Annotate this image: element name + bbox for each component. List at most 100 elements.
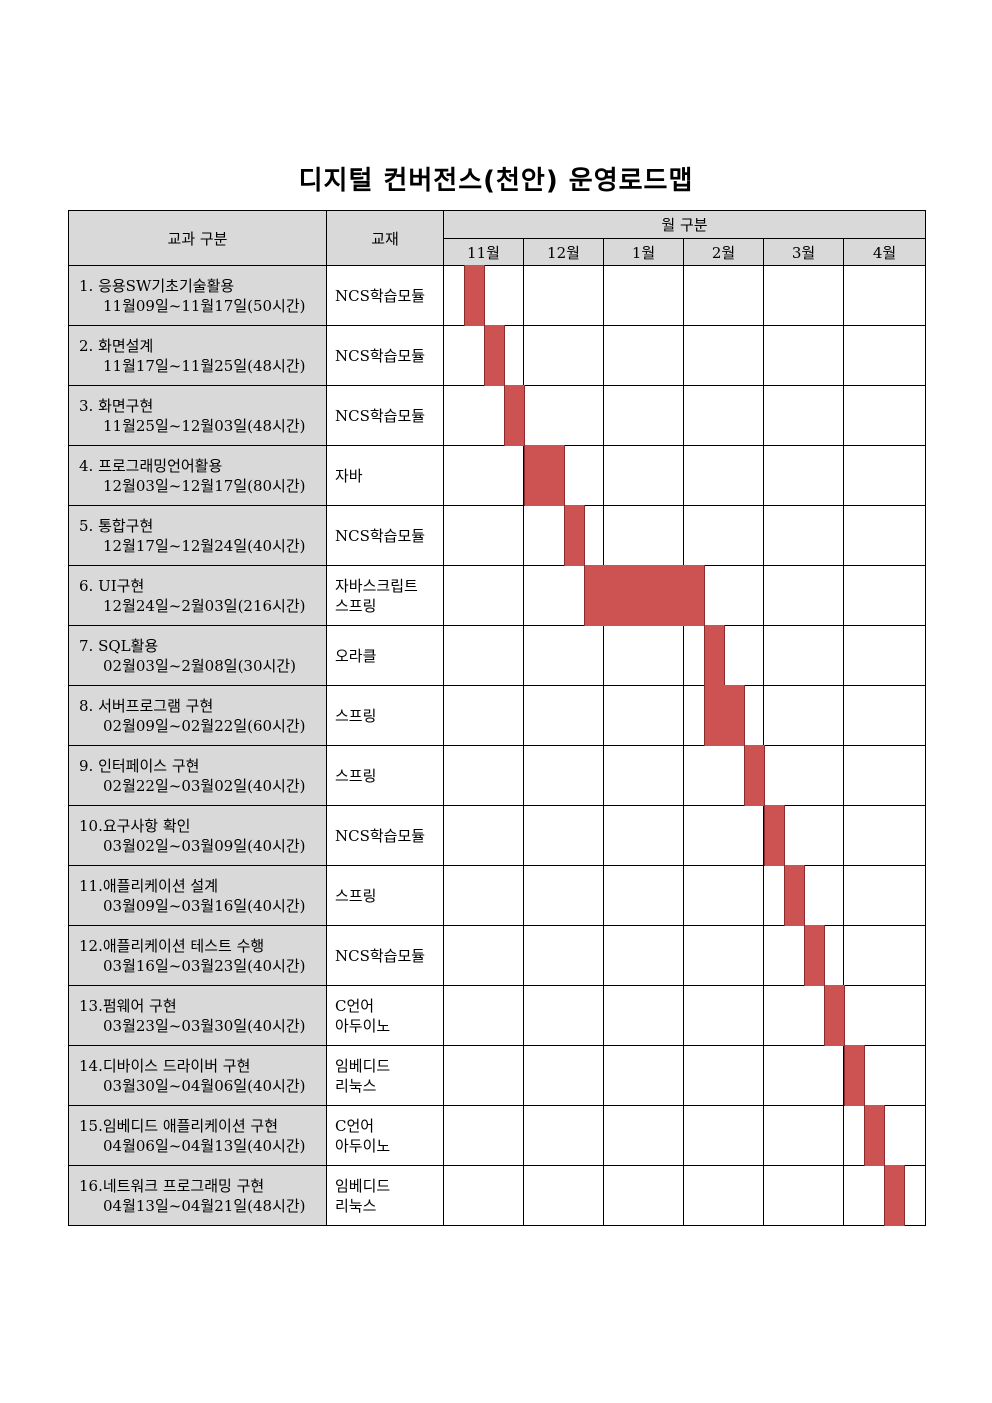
schedule-bar xyxy=(464,265,485,326)
subject-cell: 2. 화면설계 11월17일~11월25일(48시간) xyxy=(68,325,327,386)
book-name: 아두이노 xyxy=(335,1016,391,1035)
book-name: 임베디드 xyxy=(335,1176,391,1195)
book-cell: 자바 xyxy=(326,445,444,506)
subject-period: 04월06일~04월13일(40시간) xyxy=(103,1136,306,1155)
schedule-bar xyxy=(504,385,525,446)
month-cell xyxy=(523,625,604,686)
subject-period: 02월03일~2월08일(30시간) xyxy=(103,656,296,675)
month-cell xyxy=(683,385,764,446)
month-cell xyxy=(683,625,764,686)
book-name: 스프링 xyxy=(335,596,377,615)
month-cell xyxy=(523,1165,604,1226)
subject-period: 11월17일~11월25일(48시간) xyxy=(103,356,306,375)
month-cell xyxy=(842,985,927,1046)
month-cell xyxy=(683,445,764,506)
month-cell xyxy=(523,265,604,326)
book-cell: 자바스크립트 스프링 xyxy=(326,565,444,626)
subject-cell: 5. 통합구현 12월17일~12월24일(40시간) xyxy=(68,505,327,566)
month-cell xyxy=(683,865,764,926)
book-cell: NCS학습모듈 xyxy=(326,325,444,386)
month-cell xyxy=(842,505,927,566)
month-cell xyxy=(763,925,844,986)
month-cell xyxy=(523,445,604,506)
book-name: 자바 xyxy=(335,466,363,485)
month-cell xyxy=(842,625,927,686)
month-cell xyxy=(443,265,524,326)
month-cell xyxy=(443,445,565,506)
month-cell xyxy=(842,745,927,806)
subject-title: 14.디바이스 드라이버 구현 xyxy=(79,1056,251,1075)
table-row: 4. 프로그래밍언어활용 12월03일~12월17일(80시간) 자바 xyxy=(68,445,927,506)
month-cell xyxy=(842,1105,927,1166)
month-cell xyxy=(683,325,764,386)
subject-cell: 11.애플리케이션 설계 03월09일~03월16일(40시간) xyxy=(68,865,327,926)
table-row: 9. 인터페이스 구현 02월22일~03월02일(40시간) 스프링 xyxy=(68,745,927,806)
month-cell xyxy=(842,925,927,986)
subject-period: 12월17일~12월24일(40시간) xyxy=(103,536,306,555)
table-row: 11.애플리케이션 설계 03월09일~03월16일(40시간) 스프링 xyxy=(68,865,927,926)
subject-cell: 12.애플리케이션 테스트 수행 03월16일~03월23일(40시간) xyxy=(68,925,327,986)
month-header: 4월 xyxy=(842,238,927,266)
month-cell xyxy=(842,685,927,746)
subject-period: 02월09일~02월22일(60시간) xyxy=(103,716,306,735)
month-cell xyxy=(603,505,684,566)
month-cell xyxy=(683,265,764,326)
book-cell: 임베디드 리눅스 xyxy=(326,1045,444,1106)
table-row: 16.네트워크 프로그래밍 구현 04월13일~04월21일(48시간) 임베디드 리… xyxy=(68,1165,927,1226)
month-cell xyxy=(603,745,684,806)
book-cell: NCS학습모듈 xyxy=(326,385,444,446)
month-cell xyxy=(443,505,585,566)
book-name: 아두이노 xyxy=(335,1136,391,1155)
table-row: 7. SQL활용 02월03일~2월08일(30시간) 오라클 xyxy=(68,625,927,686)
month-cell xyxy=(603,985,684,1046)
month-cell xyxy=(842,325,927,386)
month-header: 3월 xyxy=(763,238,844,266)
subject-period: 11월25일~12월03일(48시간) xyxy=(103,416,306,435)
month-cell xyxy=(443,565,705,626)
month-cell xyxy=(763,805,844,866)
month-cell xyxy=(523,685,604,746)
book-cell: 스프링 xyxy=(326,865,444,926)
subject-period: 11월09일~11월17일(50시간) xyxy=(103,296,306,315)
month-cell xyxy=(603,1045,684,1106)
subject-cell: 3. 화면구현 11월25일~12월03일(48시간) xyxy=(68,385,327,446)
subject-title: 1. 응용SW기초기술활용 xyxy=(79,276,235,295)
subject-cell: 14.디바이스 드라이버 구현 03월30일~04월06일(40시간) xyxy=(68,1045,327,1106)
subject-cell: 1. 응용SW기초기술활용 11월09일~11월17일(50시간) xyxy=(68,265,327,326)
month-cell xyxy=(443,745,765,806)
month-cell xyxy=(603,685,684,746)
month-cell xyxy=(763,685,844,746)
subject-period: 03월02일~03월09일(40시간) xyxy=(103,836,306,855)
month-cell xyxy=(683,985,764,1046)
month-cell xyxy=(763,265,844,326)
subject-header: 교과 구분 xyxy=(68,210,327,266)
month-cell xyxy=(603,925,684,986)
month-cell xyxy=(523,985,604,1046)
book-cell: 오라클 xyxy=(326,625,444,686)
month-cell xyxy=(523,1045,604,1106)
subject-cell: 15.임베디드 애플리케이션 구현 04월06일~04월13일(40시간) xyxy=(68,1105,327,1166)
month-cell xyxy=(842,565,927,626)
table-row: 15.임베디드 애플리케이션 구현 04월06일~04월13일(40시간) C언어 아… xyxy=(68,1105,927,1166)
month-cell xyxy=(523,1105,604,1166)
month-cell xyxy=(683,805,764,866)
month-cell xyxy=(603,865,684,926)
subject-title: 3. 화면구현 xyxy=(79,396,154,415)
month-cell xyxy=(523,745,604,806)
month-cell xyxy=(443,985,845,1046)
schedule-bar xyxy=(484,325,505,386)
month-cell xyxy=(603,1165,684,1226)
month-cell xyxy=(603,385,684,446)
subject-title: 7. SQL활용 xyxy=(79,636,159,655)
table-row: 6. UI구현 12월24일~2월03일(216시간) 자바스크립트 스프링 xyxy=(68,565,927,626)
book-cell: C언어 아두이노 xyxy=(326,1105,444,1166)
subject-title: 13.펌웨어 구현 xyxy=(79,996,177,1015)
book-name: 스프링 xyxy=(335,706,377,725)
table-row: 12.애플리케이션 테스트 수행 03월16일~03월23일(40시간) NCS학습… xyxy=(68,925,927,986)
subject-period: 03월09일~03월16일(40시간) xyxy=(103,896,306,915)
month-cell xyxy=(683,1045,764,1106)
subject-cell: 7. SQL활용 02월03일~2월08일(30시간) xyxy=(68,625,327,686)
table-row: 8. 서버프로그램 구현 02월09일~02월22일(60시간) 스프링 xyxy=(68,685,927,746)
month-cell xyxy=(443,385,525,446)
month-cell xyxy=(683,925,764,986)
